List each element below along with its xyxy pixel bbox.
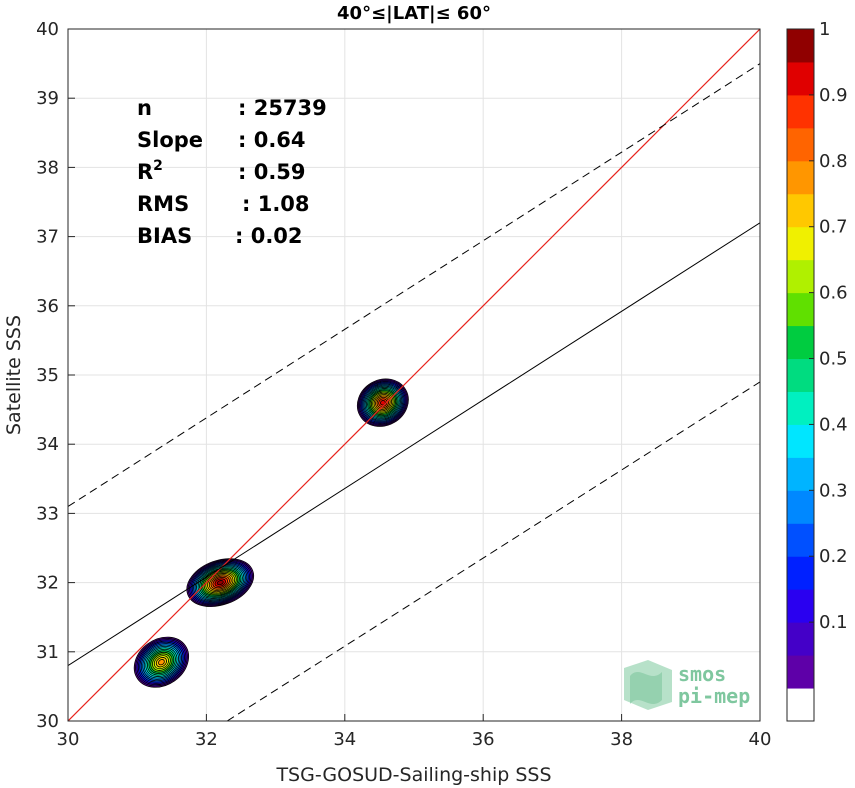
colorbar-swatch (787, 29, 814, 63)
colorbar-swatch (787, 61, 814, 96)
colorbar-swatch (787, 94, 814, 129)
density-cluster (133, 636, 189, 688)
y-tick-label: 31 (36, 642, 59, 663)
colorbar-swatch (787, 127, 814, 162)
x-tick-label: 30 (57, 729, 80, 750)
logo-line-1: smos (678, 662, 726, 686)
stat-value: : 0.02 (235, 224, 303, 248)
contour-level (216, 580, 224, 586)
y-tick-label: 40 (36, 19, 59, 40)
y-tick-label: 30 (36, 711, 59, 732)
colorbar-tick-label: 0.3 (819, 480, 848, 501)
density-cluster (186, 558, 255, 607)
logo-line-2: pi-mep (678, 684, 750, 708)
colorbar-swatch (787, 688, 814, 722)
stat-label: n (137, 96, 152, 120)
x-tick-label: 38 (610, 729, 633, 750)
y-tick-label: 33 (36, 503, 59, 524)
chart-title: 40°≤|LAT|≤ 60° (337, 3, 491, 24)
colorbar-swatch (787, 622, 814, 656)
y-tick-label: 38 (36, 157, 59, 178)
colorbar-swatch (787, 490, 814, 524)
colorbar-tick-label: 0.1 (819, 612, 848, 633)
smos-pi-mep-logo: smos pi-mep (624, 660, 750, 710)
density-contours (133, 378, 409, 688)
colorbar-tick-label: 0.4 (819, 414, 848, 435)
y-tick-label: 39 (36, 88, 59, 109)
colorbar-swatch (787, 325, 814, 360)
colorbar-tick-label: 0.9 (819, 85, 848, 106)
colorbar-swatch (787, 193, 814, 228)
colorbar-swatch (787, 160, 814, 195)
colorbar-tick-label: 0.5 (819, 349, 848, 370)
reference-lines (68, 29, 760, 721)
contour-level (158, 659, 165, 666)
colorbar-tick-label: 1 (819, 19, 830, 40)
colorbar-tick-label: 0.2 (819, 546, 848, 567)
colorbar-swatch (787, 556, 814, 590)
stat-label: Slope (137, 128, 203, 152)
stat-label: BIAS (137, 224, 192, 248)
colorbar-frame (786, 28, 815, 722)
stat-value: : 1.08 (242, 192, 310, 216)
y-axis-ticks: 30 31 32 33 34 35 36 37 38 39 40 (36, 19, 75, 732)
colorbar-swatch (787, 655, 814, 689)
lower-bound-dashed-line (226, 381, 760, 721)
y-tick-label: 35 (36, 365, 59, 386)
y-tick-label: 37 (36, 227, 59, 248)
identity-line (68, 29, 760, 721)
colorbar-swatch (787, 259, 814, 294)
stat-value: : 0.59 (238, 160, 306, 184)
colorbar-swatch (787, 589, 814, 623)
stat-value: : 25739 (238, 96, 327, 120)
colorbar-swatch (787, 523, 814, 557)
y-tick-label: 36 (36, 296, 59, 317)
x-axis-ticks: 30 32 34 36 38 40 (57, 714, 772, 750)
x-tick-label: 40 (749, 729, 772, 750)
colorbar-tick-label: 0.7 (819, 217, 848, 238)
colorbar-tick-label: 0.6 (819, 283, 848, 304)
x-tick-label: 36 (472, 729, 495, 750)
density-cluster (356, 378, 409, 427)
x-tick-label: 34 (333, 729, 356, 750)
y-tick-label: 34 (36, 434, 59, 455)
stat-value: : 0.64 (238, 128, 306, 152)
colorbar-swatch (787, 226, 814, 261)
colorbar-swatch (787, 457, 814, 491)
colorbar-swatch (787, 424, 814, 458)
y-tick-label: 32 (36, 573, 59, 594)
colorbar-swatch (787, 292, 814, 327)
colorbar: 0.1 0.2 0.3 0.4 0.5 0.6 0.7 0.8 0.9 1 (786, 19, 848, 722)
upper-bound-dashed-line (68, 63, 760, 507)
colorbar-tick-label: 0.8 (819, 151, 848, 172)
y-axis-label: Satellite SSS (3, 315, 25, 435)
stat-label: RMS (137, 192, 189, 216)
x-axis-label: TSG-GOSUD-Sailing-ship SSS (275, 764, 551, 786)
colorbar-swatch (787, 358, 814, 392)
x-tick-label: 32 (195, 729, 218, 750)
colorbar-swatch (787, 391, 814, 425)
regression-line (68, 222, 760, 667)
